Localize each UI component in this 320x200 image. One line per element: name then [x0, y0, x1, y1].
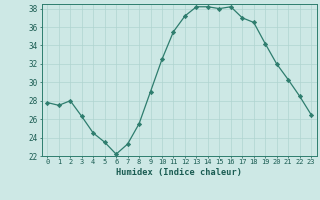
X-axis label: Humidex (Indice chaleur): Humidex (Indice chaleur): [116, 168, 242, 177]
